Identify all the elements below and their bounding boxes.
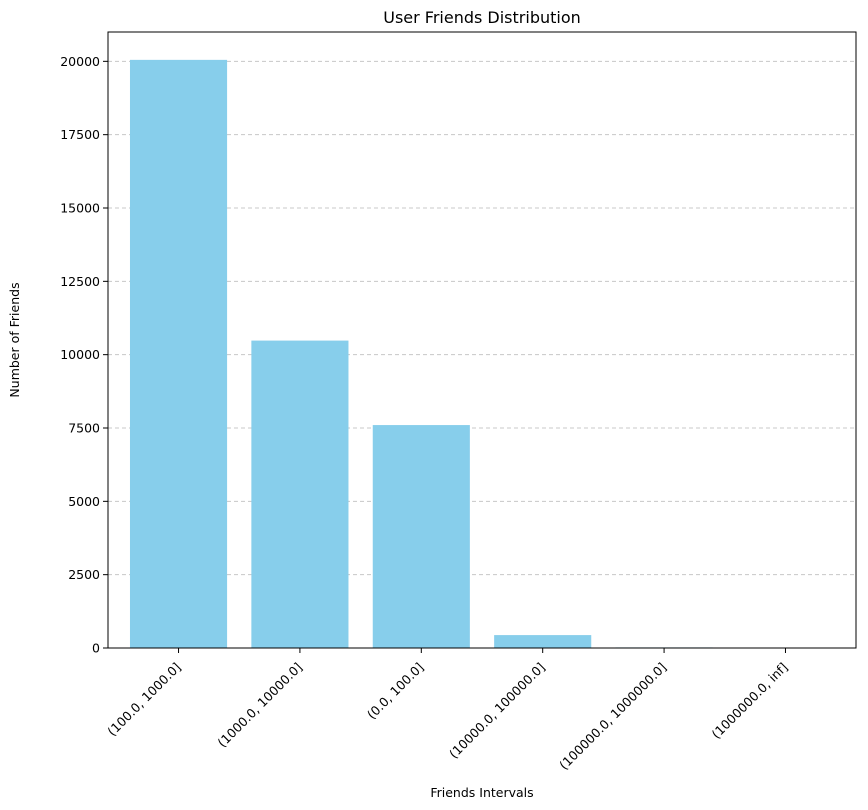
x-tick-label: (1000.0, 10000.0] <box>214 660 305 751</box>
bar <box>251 340 349 648</box>
bar <box>129 59 228 649</box>
x-tick-label: (10000.0, 100000.0] <box>446 660 548 762</box>
x-tick-label: (0.0, 100.0] <box>364 660 426 722</box>
x-tick-label: (100.0, 1000.0] <box>104 660 183 739</box>
y-tick-label: 2500 <box>68 567 100 582</box>
plot-frame <box>107 31 857 649</box>
y-tick-label: 12500 <box>60 274 100 289</box>
x-axis-label: Friends Intervals <box>430 785 533 800</box>
y-tick-label: 7500 <box>68 421 100 436</box>
bars <box>129 59 835 649</box>
grid-lines <box>108 60 856 576</box>
y-tick-label: 5000 <box>68 494 100 509</box>
chart-title: User Friends Distribution <box>383 8 581 27</box>
y-tick-label: 0 <box>92 641 100 656</box>
y-axis: 0 2500 5000 7500 10000 12500 15000 17500 20000 <box>60 54 108 656</box>
x-tick-label: (100000.0, 1000000.0] <box>556 660 669 773</box>
bar <box>372 425 470 648</box>
y-tick-label: 10000 <box>60 347 100 362</box>
y-tick-label: 17500 <box>60 127 100 142</box>
x-axis: (100.0, 1000.0] (1000.0, 10000.0] (0.0, 10… <box>104 648 791 773</box>
y-tick-label: 15000 <box>60 201 100 216</box>
x-tick-label: (1000000.0, inf] <box>708 660 790 742</box>
bar <box>494 635 592 648</box>
y-tick-label: 20000 <box>60 54 100 69</box>
y-axis-label: Number of Friends <box>7 282 22 397</box>
